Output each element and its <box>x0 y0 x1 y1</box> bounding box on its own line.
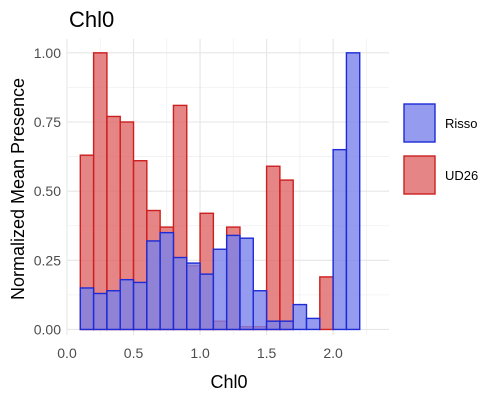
x-axis-label: Chl0 <box>210 372 247 392</box>
tick-labels: 0.0 0.5 1.0 1.5 2.0 0.00 0.25 0.50 0.75 1.00 <box>34 45 343 361</box>
bar-risso <box>292 303 308 331</box>
bar-risso <box>305 317 321 331</box>
bar-risso <box>332 148 348 331</box>
bar-risso <box>252 290 268 331</box>
bar-ud26 <box>265 165 281 331</box>
bar-ud26 <box>319 276 334 331</box>
y-axis-label: Normalized Mean Presence <box>8 78 28 300</box>
bar-risso <box>225 234 241 331</box>
bar-risso <box>265 320 281 331</box>
bars <box>79 52 361 331</box>
bar-risso <box>199 273 215 331</box>
y-tick-label: 0.25 <box>34 252 61 268</box>
x-tick-label: 0.0 <box>57 345 77 361</box>
bar-risso <box>132 281 148 331</box>
x-tick-label: 1.5 <box>257 345 277 361</box>
bar-risso <box>159 231 175 331</box>
bar-risso <box>186 262 201 331</box>
bar-risso <box>79 287 95 331</box>
bar-ud26 <box>279 179 294 331</box>
bar-risso <box>106 290 121 331</box>
bar-risso <box>239 237 254 331</box>
y-tick-label: 0.00 <box>34 321 61 337</box>
bar-risso <box>345 52 361 331</box>
bar-ud26 <box>92 52 108 331</box>
x-tick-label: 2.0 <box>323 345 343 361</box>
legend-key-ud26 <box>403 155 436 195</box>
bar-risso <box>119 278 135 331</box>
y-tick-label: 0.75 <box>34 114 61 130</box>
bar-risso <box>212 248 228 331</box>
bar-risso <box>146 240 161 331</box>
x-tick-label: 1.0 <box>190 345 210 361</box>
bar-risso <box>279 320 294 331</box>
legend-key-risso <box>403 103 436 143</box>
y-tick-label: 1.00 <box>34 45 61 61</box>
y-tick-label: 0.50 <box>34 183 61 199</box>
bar-risso <box>172 256 188 331</box>
bar-risso <box>92 292 108 331</box>
legend-label-risso: Risso <box>445 116 478 131</box>
legend: Risso UD26 <box>403 103 478 195</box>
legend-label-ud26: UD26 <box>445 168 478 183</box>
x-tick-label: 0.5 <box>124 345 144 361</box>
chart-title: Chl0 <box>69 7 114 32</box>
